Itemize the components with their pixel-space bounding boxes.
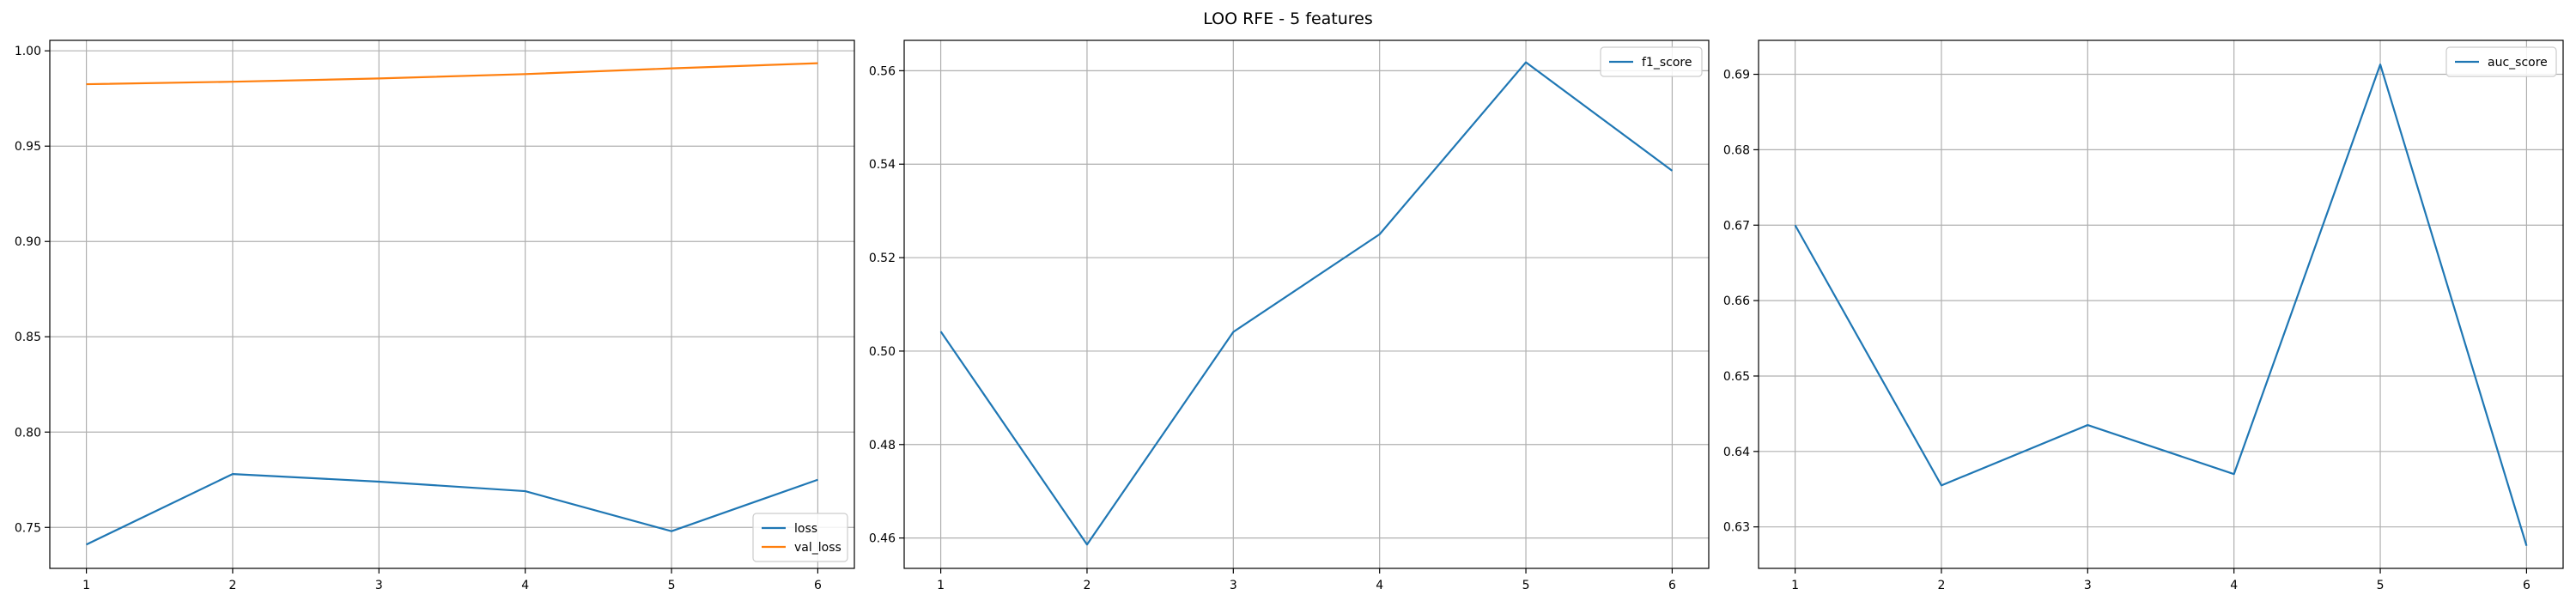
y-tick-label: 1.00 [15, 45, 41, 58]
series-line-auc_score [1794, 64, 2528, 546]
legend: auc_score [2445, 46, 2557, 77]
legend-label-f1_score: f1_score [1642, 56, 1692, 70]
y-tick-label: 0.69 [1723, 69, 1750, 82]
y-tick-label: 0.85 [15, 331, 41, 344]
y-tick-label: 0.68 [1723, 143, 1750, 157]
y-tick-label: 0.95 [15, 140, 41, 154]
subplot-2: 1 2 3 4 5 6 0.46 0.48 0.50 0.52 0.54 0.56 f1_score [869, 39, 1710, 592]
legend-box [752, 513, 848, 562]
x-tick-label: 5 [668, 579, 676, 592]
x-tick-label: 2 [1937, 579, 1945, 592]
legend: loss val_loss [752, 513, 848, 562]
y-tick-label: 0.80 [15, 426, 41, 440]
series-line-val_loss [86, 62, 818, 86]
y-tick-label: 0.56 [869, 64, 896, 78]
x-tick-label: 5 [1522, 579, 1530, 592]
axes-frame [49, 39, 855, 569]
legend-box [1600, 46, 1703, 77]
y-tick-label: 0.66 [1723, 294, 1750, 308]
x-tick-label: 1 [82, 579, 90, 592]
legend-label-auc_score: auc_score [2488, 56, 2548, 70]
y-tick-label: 0.67 [1723, 219, 1750, 233]
y-tick-label: 0.63 [1723, 521, 1750, 535]
figure-title: LOO RFE - 5 features [1203, 9, 1373, 28]
x-tick-label: 2 [1083, 579, 1091, 592]
subplot-3: 1 2 3 4 5 6 0.63 0.64 0.65 0.66 0.67 0.68 0.69 auc_sc… [1723, 39, 2564, 592]
subplot-1: 1 2 3 4 5 6 0.75 0.80 0.85 0.90 0.95 1.00 loss val_lo… [15, 39, 855, 592]
x-tick-label: 4 [1376, 579, 1383, 592]
y-tick-label: 0.46 [869, 532, 896, 546]
subplots: 1 2 3 4 5 6 0.75 0.80 0.85 0.90 0.95 1.00 loss val_lo… [15, 39, 2564, 592]
y-tick-label: 0.54 [869, 158, 896, 172]
axes-frame [903, 39, 1710, 569]
x-tick-label: 1 [937, 579, 945, 592]
x-tick-label: 3 [375, 579, 383, 592]
axes-frame [1758, 39, 2564, 569]
legend: f1_score [1600, 46, 1703, 77]
y-tick-label: 0.75 [15, 521, 41, 535]
series-line-loss [86, 472, 818, 546]
y-tick-label: 0.50 [869, 345, 896, 359]
x-tick-label: 2 [228, 579, 236, 592]
x-tick-label: 6 [814, 579, 822, 592]
x-tick-label: 6 [1668, 579, 1676, 592]
x-tick-label: 3 [1230, 579, 1237, 592]
x-tick-label: 1 [1791, 579, 1799, 592]
legend-box [2445, 46, 2557, 77]
x-tick-label: 4 [521, 579, 529, 592]
y-tick-label: 0.65 [1723, 370, 1750, 384]
x-tick-label: 4 [2230, 579, 2238, 592]
y-tick-label: 0.90 [15, 235, 41, 249]
series-line-f1_score [939, 61, 1674, 546]
legend-label-loss: loss [794, 522, 817, 536]
x-tick-label: 5 [2377, 579, 2385, 592]
x-tick-label: 6 [2523, 579, 2530, 592]
y-tick-label: 0.52 [869, 252, 896, 265]
x-tick-label: 3 [2084, 579, 2092, 592]
y-tick-label: 0.48 [869, 439, 896, 452]
y-tick-label: 0.64 [1723, 446, 1750, 459]
legend-label-val_loss: val_loss [794, 541, 841, 555]
